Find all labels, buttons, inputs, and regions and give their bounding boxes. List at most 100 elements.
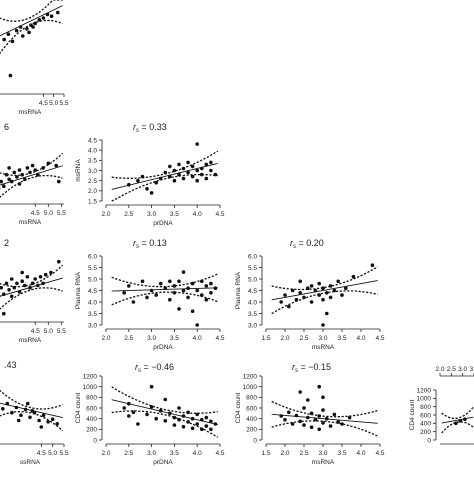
data-point bbox=[0, 286, 3, 290]
x-tick-label: 5.5 bbox=[57, 210, 66, 217]
data-point bbox=[28, 416, 32, 420]
data-point bbox=[21, 34, 25, 38]
correlation-label: rs = 0.20 bbox=[290, 238, 324, 250]
data-point bbox=[177, 406, 181, 410]
data-point bbox=[214, 286, 218, 290]
data-point bbox=[200, 428, 204, 432]
data-point bbox=[19, 414, 23, 418]
x-tick-label: 4.0 bbox=[193, 450, 202, 457]
data-point bbox=[25, 27, 29, 31]
data-point bbox=[159, 282, 163, 286]
y-tick-label: 2.0 bbox=[88, 188, 97, 195]
y-tick-label: 400 bbox=[86, 416, 97, 423]
confidence-band-upper bbox=[442, 407, 474, 418]
data-point bbox=[50, 14, 54, 18]
data-point bbox=[46, 420, 50, 424]
data-point bbox=[141, 175, 145, 179]
x-tick-label: 5.0 bbox=[44, 210, 53, 217]
data-point bbox=[15, 406, 19, 410]
data-point bbox=[340, 422, 344, 426]
correlation-label: .43 bbox=[4, 360, 17, 370]
data-point bbox=[5, 282, 9, 286]
data-point bbox=[314, 289, 318, 293]
data-point bbox=[23, 284, 27, 288]
y-tick-label: 4.0 bbox=[248, 299, 257, 306]
data-point bbox=[173, 179, 177, 183]
x-tick-label: 5.5 bbox=[59, 100, 68, 107]
data-point bbox=[41, 282, 45, 286]
data-point bbox=[310, 300, 314, 304]
scatter-panel-r4c4: 2.02.53.03.5020040060080010001200CD4 cou… bbox=[409, 366, 474, 444]
data-point bbox=[2, 312, 6, 316]
data-point bbox=[57, 180, 61, 184]
data-point bbox=[205, 416, 209, 420]
data-point bbox=[329, 284, 333, 288]
data-point bbox=[127, 183, 131, 187]
x-tick-label: 2.0 bbox=[101, 211, 110, 218]
data-point bbox=[132, 300, 136, 304]
data-point bbox=[182, 167, 186, 171]
data-point bbox=[127, 402, 131, 406]
data-point bbox=[298, 280, 302, 284]
data-point bbox=[46, 13, 50, 17]
data-point bbox=[54, 164, 58, 168]
y-tick-label: 4.5 bbox=[88, 288, 97, 295]
x-axis-label: prDNA bbox=[153, 459, 173, 466]
y-tick-label: 800 bbox=[86, 395, 97, 402]
data-point bbox=[321, 396, 325, 400]
data-point bbox=[38, 18, 42, 22]
x-tick-label: 4.5 bbox=[39, 100, 48, 107]
x-axis-label: ssRNA bbox=[20, 459, 41, 466]
data-point bbox=[200, 280, 204, 284]
data-point bbox=[164, 419, 168, 423]
y-tick-label: 1000 bbox=[417, 396, 432, 403]
x-axis-label: msRNA bbox=[19, 109, 42, 116]
data-point bbox=[154, 181, 158, 185]
data-point bbox=[168, 298, 172, 302]
data-point bbox=[0, 180, 3, 184]
x-tick-label: 4.5 bbox=[215, 450, 224, 457]
x-tick-label: 3.0 bbox=[147, 335, 156, 342]
data-point bbox=[173, 416, 177, 420]
data-point bbox=[314, 418, 318, 422]
y-tick-label: 5.0 bbox=[88, 276, 97, 283]
data-point bbox=[11, 40, 15, 44]
data-point bbox=[150, 385, 154, 389]
x-tick-label: 2.5 bbox=[124, 450, 133, 457]
data-point bbox=[173, 423, 177, 427]
data-point bbox=[191, 282, 195, 286]
x-tick-label: 2.0 bbox=[435, 366, 444, 373]
data-point bbox=[51, 417, 55, 421]
data-point bbox=[44, 273, 48, 277]
x-tick-label: 2.5 bbox=[124, 335, 133, 342]
data-point bbox=[1, 407, 5, 411]
x-tick-label: 3.0 bbox=[147, 450, 156, 457]
data-point bbox=[279, 414, 283, 418]
y-tick-label: 800 bbox=[420, 404, 431, 411]
data-point bbox=[200, 167, 204, 171]
data-point bbox=[177, 163, 181, 167]
x-tick-label: 4.0 bbox=[356, 335, 365, 342]
data-point bbox=[321, 298, 325, 302]
data-point bbox=[325, 312, 329, 316]
x-axis-label: msRNA bbox=[312, 459, 335, 466]
data-point bbox=[195, 142, 199, 146]
data-point bbox=[55, 422, 59, 426]
y-axis-label: Plasma RNA bbox=[235, 271, 242, 309]
x-tick-label: 4.5 bbox=[215, 211, 224, 218]
data-point bbox=[33, 168, 37, 172]
data-point bbox=[209, 161, 213, 165]
data-point bbox=[173, 284, 177, 288]
y-axis-label: msRNA bbox=[75, 159, 82, 182]
confidence-band-lower bbox=[0, 412, 63, 431]
data-point bbox=[182, 425, 186, 429]
data-point bbox=[173, 169, 177, 173]
x-axis-label: msRNA bbox=[19, 219, 42, 226]
data-point bbox=[340, 293, 344, 297]
data-point bbox=[348, 416, 352, 420]
data-point bbox=[15, 29, 19, 33]
y-tick-label: 600 bbox=[420, 412, 431, 419]
data-point bbox=[145, 413, 149, 417]
data-point bbox=[17, 419, 21, 423]
